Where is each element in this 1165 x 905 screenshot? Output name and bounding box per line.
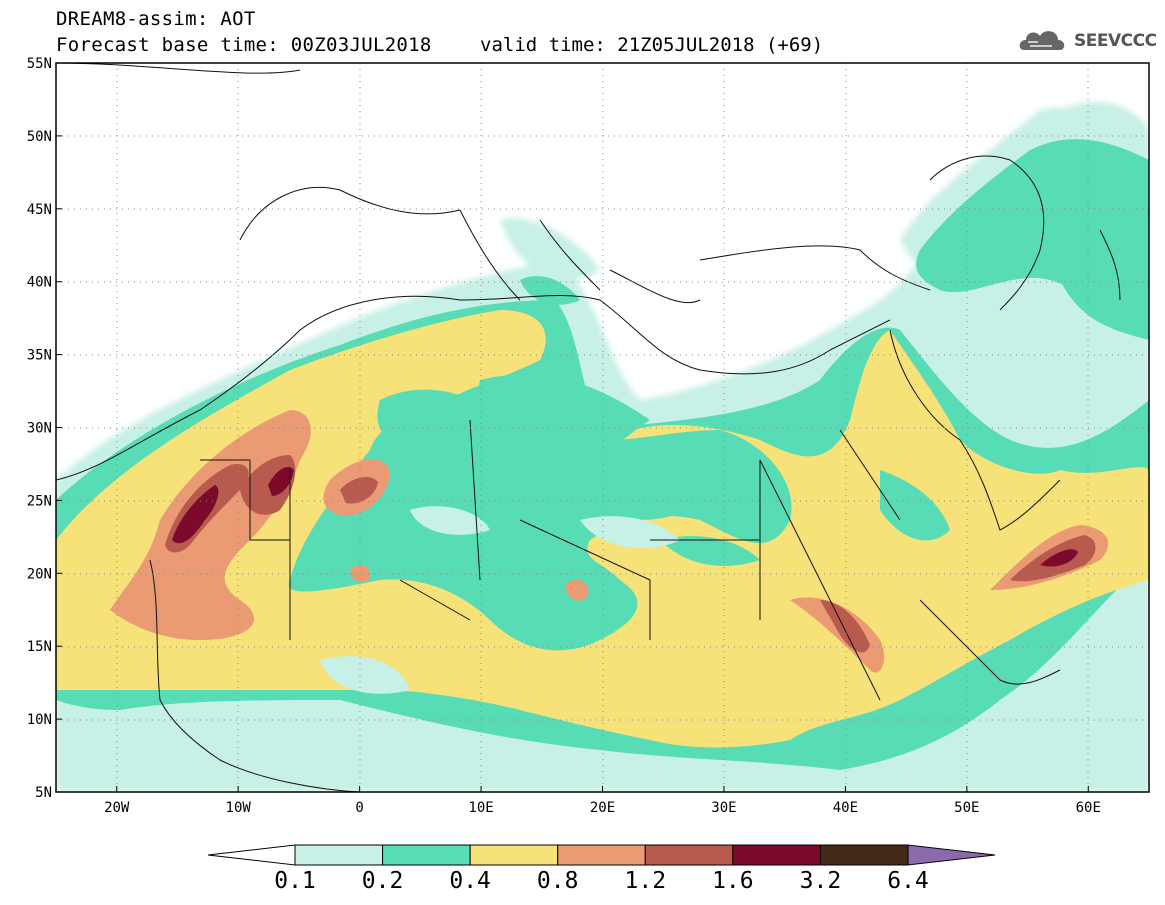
aot-field [56,63,1149,792]
lat-label: 30N [27,421,52,437]
colorbar-label: 3.2 [799,868,842,894]
lat-label: 45N [27,202,52,218]
lon-label: 20E [590,800,615,816]
colorbar-segment [469,844,559,866]
latitude-labels: 55N 50N 45N 40N 35N 30N 25N 20N 15N 10N 5N [27,56,62,801]
longitude-labels: 20W 10W 0 10E 20E 30E 40E 50E 60E [104,786,1101,816]
lat-label: 40N [27,275,52,291]
map-title: DREAM8-assim: AOT [56,8,256,30]
valid-time: valid time: 21Z05JUL2018 (+69) [480,34,824,56]
lon-label: 0 [355,800,363,816]
colorbar-segment [382,844,471,866]
lon-label: 30E [711,800,736,816]
colorbar-label: 0.2 [361,868,404,894]
lon-label: 60E [1076,800,1101,816]
lon-label: 10E [468,800,493,816]
colorbar-segment [644,844,734,866]
graticule [56,63,1149,792]
lat-label: 15N [27,639,52,655]
lon-label: 10W [226,800,252,816]
cloud-icon [1019,31,1065,50]
colorbar-segment [557,844,646,866]
colorbar-label: 0.4 [449,868,491,894]
colorbar-label: 6.4 [887,868,929,894]
colorbar-label: 1.2 [624,868,667,894]
colorbar-segment [819,844,909,866]
lat-label: 5N [35,785,52,801]
colorbar-label: 0.1 [274,868,316,894]
coastlines [56,63,1121,792]
colorbar-over-triangle [907,844,996,866]
lon-label: 20W [104,800,130,816]
lon-label: 40E [833,800,858,816]
lat-label: 25N [27,493,52,509]
colorbar-label: 1.6 [712,868,754,894]
lon-label: 50E [954,800,979,816]
colorbar-label: 0.8 [536,868,579,894]
colorbar-segment [732,844,821,866]
lat-label: 20N [27,566,52,582]
forecast-base-time: Forecast base time: 00Z03JUL2018 [56,34,432,56]
lat-label: 10N [27,712,52,728]
lat-label: 50N [27,129,52,145]
colorbar-segment [294,844,384,866]
lat-label: 55N [27,56,52,72]
colorbar-under-triangle [207,844,296,866]
logo-text: SEEVCCC [1074,31,1157,51]
colorbar-segments [207,844,996,866]
lat-label: 35N [27,348,52,364]
